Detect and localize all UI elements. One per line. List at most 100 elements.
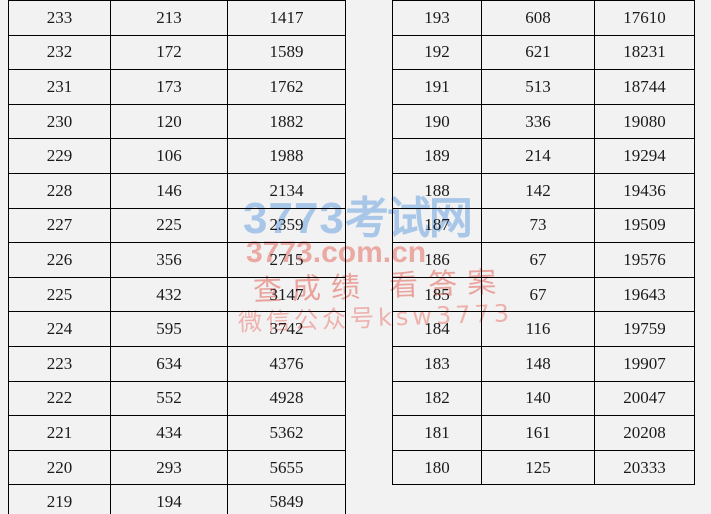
table-row: 229 106 1988 (8, 138, 346, 174)
cell-cumulative: 20333 (594, 449, 695, 486)
cell-count: 214 (481, 138, 595, 174)
cell-score: 193 (392, 0, 482, 36)
cell-score: 190 (392, 103, 482, 140)
cell-cumulative: 19907 (594, 345, 695, 382)
cell-score: 222 (8, 380, 111, 417)
cell-count: 172 (110, 34, 228, 71)
cell-score: 185 (392, 276, 482, 313)
cell-score: 182 (392, 380, 482, 417)
cell-cumulative: 1762 (227, 69, 346, 105)
table-row: 182 140 20047 (392, 380, 695, 417)
cell-count: 552 (110, 380, 228, 417)
cell-score: 184 (392, 311, 482, 347)
cell-score: 181 (392, 415, 482, 451)
cell-cumulative: 1882 (227, 103, 346, 140)
cell-count: 67 (481, 276, 595, 313)
cell-cumulative: 18231 (594, 34, 695, 71)
cell-count: 608 (481, 0, 595, 36)
table-row: 185 67 19643 (392, 276, 695, 313)
table-row: 192 621 18231 (392, 34, 695, 71)
cell-count: 125 (481, 449, 595, 486)
cell-count: 356 (110, 242, 228, 278)
right-rank-table: 193 608 17610 192 621 18231 191 513 18744 190 336 1… (392, 0, 695, 486)
cell-count: 293 (110, 449, 228, 486)
cell-cumulative: 18744 (594, 69, 695, 105)
cell-score: 187 (392, 207, 482, 244)
cell-count: 194 (110, 484, 228, 514)
table-row: 228 146 2134 (8, 172, 346, 209)
cell-cumulative: 3147 (227, 276, 346, 313)
cell-score: 221 (8, 415, 111, 451)
cell-score: 233 (8, 0, 111, 36)
cell-cumulative: 1417 (227, 0, 346, 36)
cell-cumulative: 2359 (227, 207, 346, 244)
left-rank-table-body: 233 213 1417 232 172 1589 231 173 1762 230 120 1882… (8, 0, 346, 514)
left-rank-table: 233 213 1417 232 172 1589 231 173 1762 230 120 1882… (8, 0, 346, 514)
table-row: 188 142 19436 (392, 172, 695, 209)
cell-count: 106 (110, 138, 228, 174)
cell-count: 432 (110, 276, 228, 313)
cell-score: 224 (8, 311, 111, 347)
cell-cumulative: 17610 (594, 0, 695, 36)
cell-score: 189 (392, 138, 482, 174)
cell-cumulative: 5849 (227, 484, 346, 514)
table-row: 230 120 1882 (8, 103, 346, 140)
cell-count: 73 (481, 207, 595, 244)
table-row: 224 595 3742 (8, 311, 346, 347)
table-row: 220 293 5655 (8, 449, 346, 486)
table-row: 231 173 1762 (8, 69, 346, 105)
cell-cumulative: 1988 (227, 138, 346, 174)
cell-cumulative: 19759 (594, 311, 695, 347)
table-row: 221 434 5362 (8, 415, 346, 451)
cell-count: 173 (110, 69, 228, 105)
cell-score: 232 (8, 34, 111, 71)
cell-score: 220 (8, 449, 111, 486)
table-row: 186 67 19576 (392, 242, 695, 278)
cell-score: 225 (8, 276, 111, 313)
cell-score: 227 (8, 207, 111, 244)
cell-cumulative: 19576 (594, 242, 695, 278)
cell-count: 595 (110, 311, 228, 347)
cell-cumulative: 19643 (594, 276, 695, 313)
cell-cumulative: 2715 (227, 242, 346, 278)
cell-cumulative: 4376 (227, 345, 346, 382)
table-row: 183 148 19907 (392, 345, 695, 382)
table-row: 225 432 3147 (8, 276, 346, 313)
table-row: 233 213 1417 (8, 0, 346, 36)
cell-count: 213 (110, 0, 228, 36)
cell-cumulative: 5655 (227, 449, 346, 486)
table-row: 190 336 19080 (392, 103, 695, 140)
cell-cumulative: 20208 (594, 415, 695, 451)
cell-count: 148 (481, 345, 595, 382)
table-row: 187 73 19509 (392, 207, 695, 244)
cell-score: 219 (8, 484, 111, 514)
cell-count: 140 (481, 380, 595, 417)
table-row: 226 356 2715 (8, 242, 346, 278)
cell-count: 336 (481, 103, 595, 140)
table-row: 180 125 20333 (392, 449, 695, 486)
table-row: 181 161 20208 (392, 415, 695, 451)
cell-score: 186 (392, 242, 482, 278)
cell-count: 120 (110, 103, 228, 140)
cell-cumulative: 19436 (594, 172, 695, 209)
cell-count: 146 (110, 172, 228, 209)
right-rank-table-body: 193 608 17610 192 621 18231 191 513 18744 190 336 1… (392, 0, 695, 486)
cell-count: 161 (481, 415, 595, 451)
cell-score: 226 (8, 242, 111, 278)
table-row: 189 214 19294 (392, 138, 695, 174)
cell-score: 180 (392, 449, 482, 486)
table-row: 232 172 1589 (8, 34, 346, 71)
table-row: 223 634 4376 (8, 345, 346, 382)
cell-count: 621 (481, 34, 595, 71)
cell-score: 191 (392, 69, 482, 105)
table-row: 184 116 19759 (392, 311, 695, 347)
cell-cumulative: 19080 (594, 103, 695, 140)
cell-cumulative: 1589 (227, 34, 346, 71)
cell-count: 434 (110, 415, 228, 451)
cell-count: 513 (481, 69, 595, 105)
table-row: 191 513 18744 (392, 69, 695, 105)
cell-count: 116 (481, 311, 595, 347)
cell-score: 223 (8, 345, 111, 382)
cell-cumulative: 2134 (227, 172, 346, 209)
